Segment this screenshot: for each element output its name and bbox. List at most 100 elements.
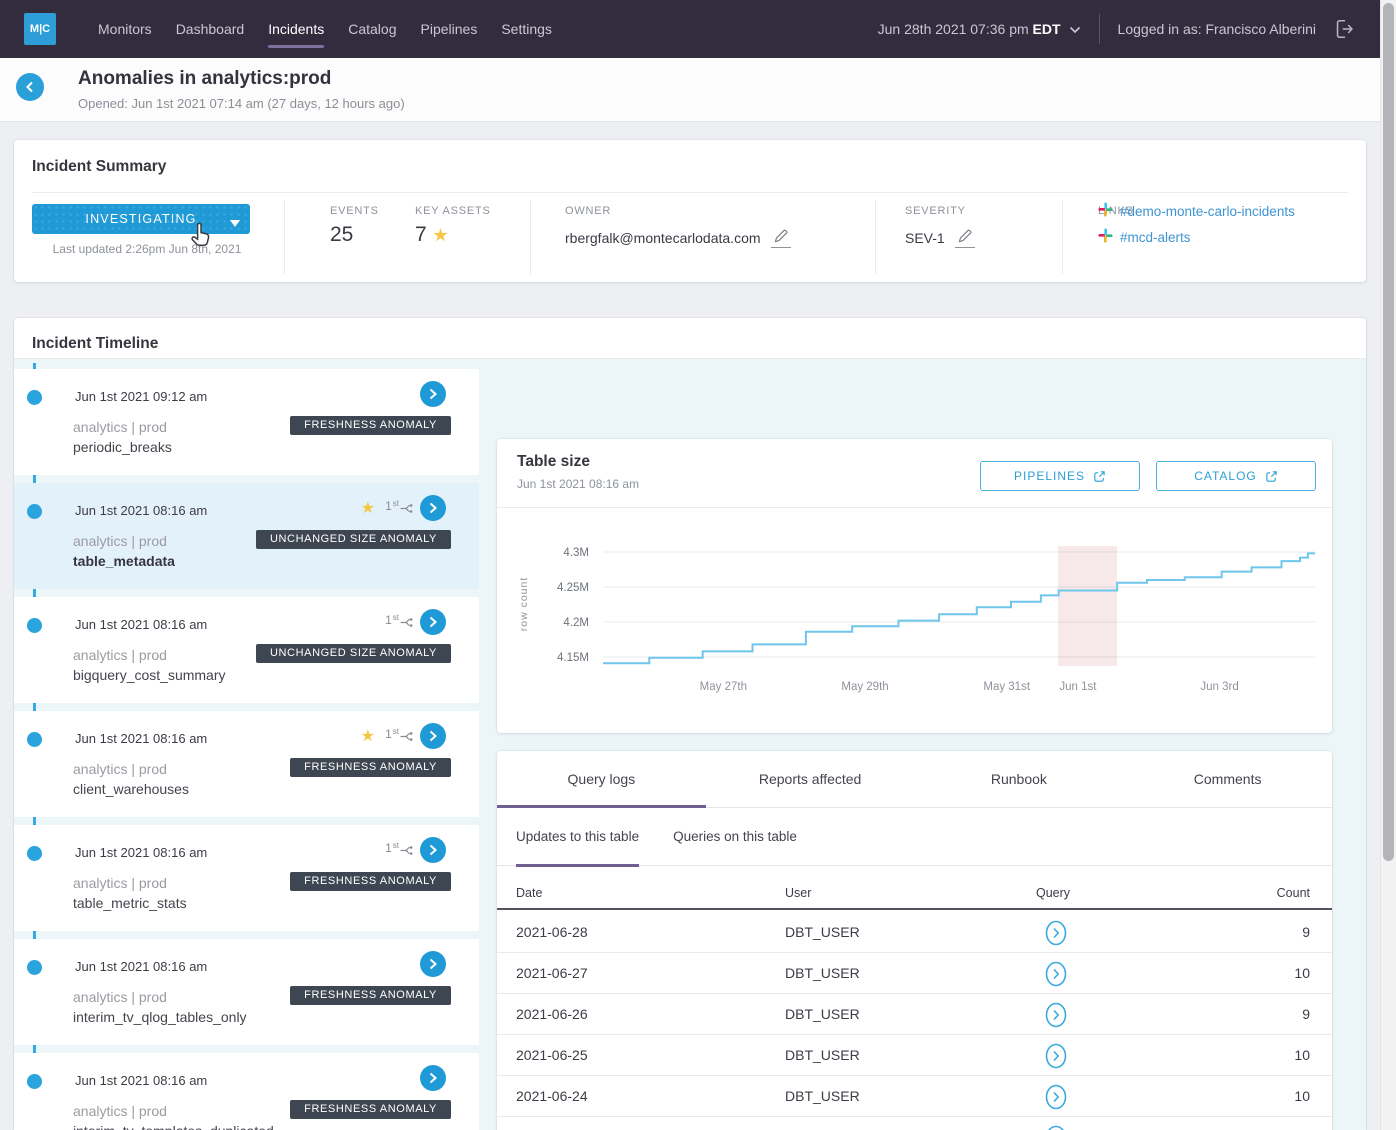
timeline-item-table: table_metadata <box>73 553 175 569</box>
status-label: INVESTIGATING <box>85 212 197 226</box>
anomaly-badge: FRESHNESS ANOMALY <box>290 1100 451 1119</box>
svg-text:row count: row count <box>518 577 530 632</box>
monte-carlo-logo[interactable]: M|C <box>24 13 56 45</box>
chevron-right-icon <box>429 844 437 856</box>
subtab-queries-on-this-table[interactable]: Queries on this table <box>673 829 797 844</box>
top-nav: M|C Monitors Dashboard Incidents Catalog Pip… <box>0 0 1396 58</box>
open-query-icon[interactable] <box>1045 1125 1067 1130</box>
open-event-button[interactable] <box>420 1065 446 1091</box>
caret-down-icon <box>230 216 240 230</box>
tab-bar: Query logs Reports affected Runbook Comment… <box>497 751 1332 808</box>
divider <box>284 200 285 274</box>
events-value: 25 <box>330 223 354 246</box>
timeline-item-dataset: analytics | prod <box>73 989 167 1005</box>
query-table-body: 2021-06-28 DBT_USER 9 2021-06-27 DBT_USER 10 2… <box>497 912 1332 1130</box>
tab-reports-affected[interactable]: Reports affected <box>758 771 862 787</box>
anomaly-badge: FRESHNESS ANOMALY <box>290 758 451 777</box>
nav-item-monitors[interactable]: Monitors <box>98 21 152 37</box>
svg-text:May 29th: May 29th <box>841 681 888 693</box>
chevron-right-icon <box>429 502 437 514</box>
svg-text:May 27th: May 27th <box>700 681 747 693</box>
nav-item-dashboard[interactable]: Dashboard <box>175 21 245 37</box>
row-count-step-chart: 4.3M 4.25M 4.2M 4.15M May 27th May 29th May 31… <box>518 546 1315 693</box>
key-assets-value: 7 ★ <box>415 223 449 246</box>
slack-channel-label: #mcd-alerts <box>1120 229 1191 245</box>
open-event-button[interactable] <box>420 609 446 635</box>
open-query-icon[interactable] <box>1045 1002 1067 1028</box>
query-table-row: 2021-06-26 DBT_USER 9 <box>497 994 1332 1035</box>
open-event-button[interactable] <box>420 495 446 521</box>
divider <box>497 507 1332 508</box>
incident-timeline-card: Incident Timeline Jun 1st 2021 09:12 am a… <box>14 318 1366 1130</box>
tab-runbook[interactable]: Runbook <box>990 771 1047 787</box>
timeline-item[interactable]: Jun 1st 2021 09:12 am analytics | prod per… <box>14 369 479 475</box>
datetime-label: Jun 28th 2021 07:36 pm EDT <box>877 21 1061 37</box>
tab-comments[interactable]: Comments <box>1193 771 1262 787</box>
back-button[interactable] <box>16 73 44 101</box>
divider <box>1062 200 1063 274</box>
nav-item-pipelines[interactable]: Pipelines <box>420 21 478 37</box>
catalog-button-label: CATALOG <box>1194 469 1257 483</box>
edit-owner-icon[interactable] <box>770 228 791 248</box>
open-query-icon[interactable] <box>1045 920 1067 946</box>
subtab-updates-to-this-table[interactable]: Updates to this table <box>516 808 640 867</box>
status-dropdown-button[interactable]: INVESTIGATING <box>32 204 250 234</box>
table-size-timestamp: Jun 1st 2021 08:16 am <box>517 477 640 491</box>
timeline-item[interactable]: Jun 1st 2021 08:16 am analytics | prod big… <box>14 597 479 703</box>
query-row-date: 2021-06-28 <box>516 924 588 940</box>
owner-label: OWNER <box>565 205 612 217</box>
open-query-icon[interactable] <box>1045 1084 1067 1110</box>
pipelines-button-label: PIPELINES <box>1013 469 1086 483</box>
open-event-button[interactable] <box>420 837 446 863</box>
nav-item-catalog[interactable]: Catalog <box>348 21 397 37</box>
chevron-right-icon <box>429 730 437 742</box>
nav-item-incidents[interactable]: Incidents <box>256 0 336 58</box>
timeline-item[interactable]: Jun 1st 2021 08:16 am analytics | prod cli… <box>14 711 479 817</box>
timeline-item[interactable]: Jun 1st 2021 08:16 am analytics | prod tab… <box>14 483 479 589</box>
tab-query-logs[interactable]: Query logs <box>497 751 706 808</box>
timeline-item-date: Jun 1st 2021 08:16 am <box>75 959 208 974</box>
open-query-icon[interactable] <box>1045 1043 1067 1069</box>
pipelines-button[interactable]: PIPELINES <box>980 461 1140 491</box>
column-header-count: Count <box>1276 886 1310 900</box>
scrollbar-track[interactable] <box>1380 0 1396 1130</box>
severity-label: SEVERITY <box>905 205 966 217</box>
chevron-right-icon <box>429 616 437 628</box>
timeline-item-date: Jun 1st 2021 08:16 am <box>75 731 208 746</box>
timeline-item-table: table_metric_stats <box>73 895 187 911</box>
open-query-icon[interactable] <box>1045 961 1067 987</box>
anomaly-badge: FRESHNESS ANOMALY <box>290 872 451 891</box>
open-event-button[interactable] <box>420 381 446 407</box>
query-row-date: 2021-06-24 <box>516 1088 588 1104</box>
page-header: Anomalies in analytics:prod Opened: Jun … <box>0 58 1396 122</box>
open-event-button[interactable] <box>420 723 446 749</box>
query-table-header: Date User Query Count <box>497 877 1332 910</box>
slack-channel-link[interactable]: #demo-monte-carlo-incidents <box>1098 202 1295 220</box>
timeline-item[interactable]: Jun 1st 2021 08:16 am analytics | prod tab… <box>14 825 479 931</box>
column-header-date: Date <box>516 886 543 900</box>
nav-item-settings[interactable]: Settings <box>501 21 552 37</box>
timeline-item-dataset: analytics | prod <box>73 1103 167 1119</box>
chevron-down-icon <box>1069 21 1081 37</box>
star-icon: ★ <box>432 225 449 245</box>
timeline-item-date: Jun 1st 2021 08:16 am <box>75 617 208 632</box>
logout-icon[interactable] <box>1334 18 1356 40</box>
open-event-button[interactable] <box>420 951 446 977</box>
slack-channel-link[interactable]: #mcd-alerts <box>1098 228 1295 246</box>
catalog-button[interactable]: CATALOG <box>1156 461 1316 491</box>
events-label: EVENTS <box>330 205 379 217</box>
svg-text:4.15M: 4.15M <box>557 652 589 664</box>
timeline-item[interactable]: Jun 1st 2021 08:16 am analytics | prod int… <box>14 939 479 1045</box>
timeline-item[interactable]: Jun 1st 2021 08:16 am analytics | prod int… <box>14 1053 479 1130</box>
scrollbar-thumb[interactable] <box>1383 3 1394 861</box>
star-icon: ★ <box>360 500 375 517</box>
edit-severity-icon[interactable] <box>954 228 975 248</box>
anomaly-badge: UNCHANGED SIZE ANOMALY <box>255 644 451 663</box>
timeline-dot <box>27 1074 42 1089</box>
timeline-item-date: Jun 1st 2021 08:16 am <box>75 845 208 860</box>
query-row-user: DBT_USER <box>785 1006 860 1022</box>
query-table-row: 2021-06-28 DBT_USER 9 <box>497 912 1332 953</box>
datetime-dropdown[interactable]: Jun 28th 2021 07:36 pm EDT <box>878 21 1081 37</box>
